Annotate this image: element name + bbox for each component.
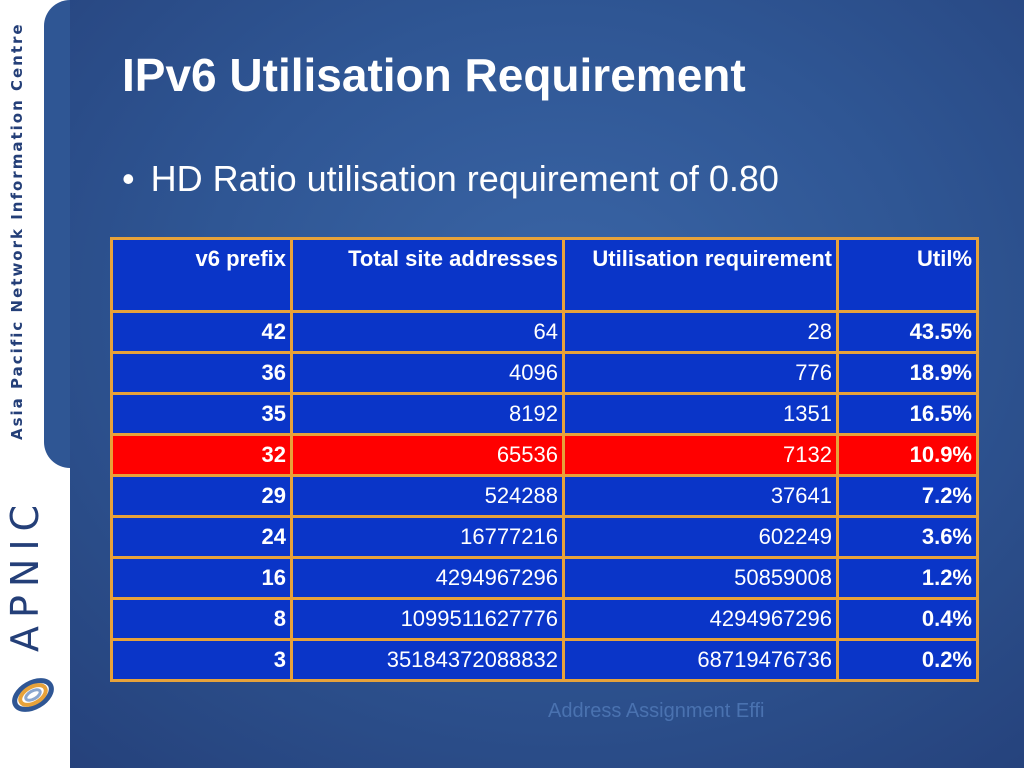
brand-logo-text: APNIC	[3, 496, 47, 652]
cell-util: 0.2%	[836, 638, 979, 682]
cell-total: 4294967296	[290, 556, 565, 600]
table-row: 36 4096 776 18.9%	[110, 351, 979, 395]
cell-prefix: 36	[110, 351, 293, 395]
org-name: Asia Pacific Network Information Centre	[8, 22, 26, 440]
sidebar-curve	[44, 0, 70, 468]
cell-prefix: 8	[110, 597, 293, 641]
table-header-row: v6 prefix Total site addresses Utilisati…	[110, 237, 979, 313]
cell-req: 37641	[562, 474, 839, 518]
cell-util: 1.2%	[836, 556, 979, 600]
cell-util: 3.6%	[836, 515, 979, 559]
cell-req: 1351	[562, 392, 839, 436]
table-row: 24 16777216 602249 3.6%	[110, 515, 979, 559]
cell-util: 43.5%	[836, 310, 979, 354]
cell-prefix: 42	[110, 310, 293, 354]
cell-total: 8192	[290, 392, 565, 436]
cell-total: 35184372088832	[290, 638, 565, 682]
cell-req: 68719476736	[562, 638, 839, 682]
cell-total: 4096	[290, 351, 565, 395]
cell-prefix: 24	[110, 515, 293, 559]
cell-util: 16.5%	[836, 392, 979, 436]
cell-prefix: 3	[110, 638, 293, 682]
apnic-logo-icon	[12, 678, 54, 712]
cell-total: 524288	[290, 474, 565, 518]
cell-util: 0.4%	[836, 597, 979, 641]
cell-prefix: 29	[110, 474, 293, 518]
cell-util: 7.2%	[836, 474, 979, 518]
table-row: 32 65536 7132 10.9%	[110, 433, 979, 477]
cell-req: 7132	[562, 433, 839, 477]
header-requirement: Utilisation requirement	[562, 237, 839, 313]
cell-total: 64	[290, 310, 565, 354]
cell-req: 776	[562, 351, 839, 395]
bullet-dot: •	[122, 158, 135, 199]
utilisation-table: v6 prefix Total site addresses Utilisati…	[110, 237, 979, 682]
header-util: Util%	[836, 237, 979, 313]
watermark-text: Address Assignment Effi	[548, 700, 765, 722]
cell-req: 50859008	[562, 556, 839, 600]
table-row: 42 64 28 43.5%	[110, 310, 979, 354]
cell-util: 18.9%	[836, 351, 979, 395]
table-row: 16 4294967296 50859008 1.2%	[110, 556, 979, 600]
cell-prefix: 32	[110, 433, 293, 477]
cell-total: 1099511627776	[290, 597, 565, 641]
cell-prefix: 16	[110, 556, 293, 600]
table-row: 3 35184372088832 68719476736 0.2%	[110, 638, 979, 682]
bullet-text: HD Ratio utilisation requirement of 0.80	[150, 158, 779, 199]
sidebar-divider	[44, 465, 48, 768]
cell-util: 10.9%	[836, 433, 979, 477]
cell-req: 4294967296	[562, 597, 839, 641]
cell-prefix: 35	[110, 392, 293, 436]
header-total: Total site addresses	[290, 237, 565, 313]
table-row: 29 524288 37641 7.2%	[110, 474, 979, 518]
cell-total: 16777216	[290, 515, 565, 559]
cell-req: 602249	[562, 515, 839, 559]
slide-title: IPv6 Utilisation Requirement	[122, 49, 746, 101]
bullet-point: • HD Ratio utilisation requirement of 0.8…	[122, 158, 779, 200]
header-prefix: v6 prefix	[110, 237, 293, 313]
cell-total: 65536	[290, 433, 565, 477]
table-row: 35 8192 1351 16.5%	[110, 392, 979, 436]
cell-req: 28	[562, 310, 839, 354]
table-row: 8 1099511627776 4294967296 0.4%	[110, 597, 979, 641]
